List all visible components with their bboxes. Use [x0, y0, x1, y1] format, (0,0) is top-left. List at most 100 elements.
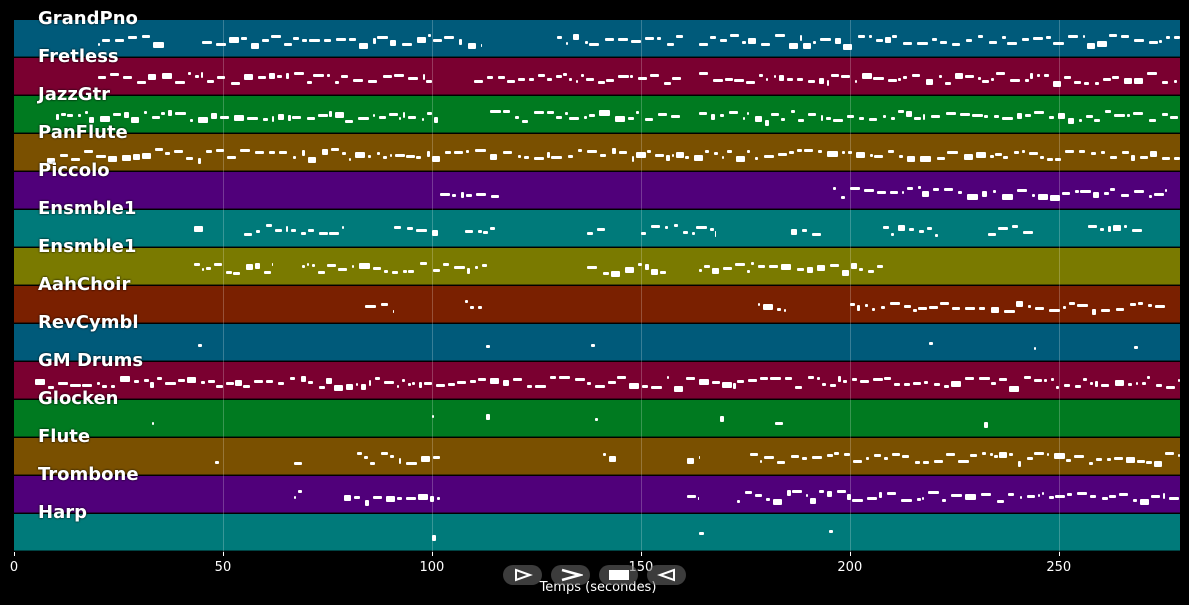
tick-label: 250: [1046, 560, 1072, 575]
note: [946, 111, 956, 115]
note: [201, 267, 205, 271]
tick-label: 200: [837, 560, 863, 575]
note: [255, 150, 264, 154]
note: [764, 154, 774, 158]
note: [841, 269, 849, 276]
piano-roll[interactable]: [14, 20, 1180, 552]
note: [486, 414, 491, 421]
note: [283, 43, 292, 47]
note: [843, 379, 848, 383]
note: [389, 455, 395, 459]
note: [254, 379, 264, 383]
note: [715, 231, 717, 238]
note: [981, 190, 988, 197]
note: [190, 119, 194, 123]
note: [755, 156, 759, 160]
note: [696, 225, 707, 229]
forward-button[interactable]: [551, 565, 590, 585]
note: [433, 38, 442, 42]
note: [317, 113, 328, 117]
note: [876, 264, 884, 268]
note: [890, 232, 894, 236]
note: [486, 344, 490, 348]
note: [47, 157, 55, 164]
note: [1063, 305, 1066, 309]
note: [265, 379, 273, 383]
note: [922, 460, 929, 464]
note: [988, 41, 997, 45]
note: [1169, 116, 1179, 120]
note: [925, 79, 934, 86]
note: [1114, 114, 1126, 118]
note: [1147, 376, 1151, 380]
note: [564, 111, 568, 115]
note: [141, 34, 151, 38]
note: [1004, 309, 1015, 313]
note: [270, 34, 281, 38]
play-alt-button[interactable]: [503, 565, 542, 585]
note: [141, 153, 152, 160]
note: [812, 232, 821, 236]
note: [657, 37, 661, 41]
note: [470, 380, 477, 384]
note: [1153, 460, 1162, 467]
note: [1033, 379, 1043, 383]
note: [34, 379, 45, 386]
note: [777, 461, 786, 464]
note: [827, 151, 839, 158]
note: [1177, 379, 1180, 383]
note: [487, 75, 494, 79]
note: [907, 155, 916, 162]
note: [982, 80, 990, 84]
note: [964, 154, 974, 161]
note: [241, 36, 247, 40]
note: [759, 460, 762, 464]
note: [803, 43, 811, 50]
note: [535, 384, 546, 388]
note: [1165, 452, 1175, 456]
note: [599, 154, 607, 158]
note: [596, 228, 605, 232]
note: [773, 499, 783, 506]
note: [720, 113, 725, 117]
note: [636, 110, 640, 114]
note: [1075, 190, 1079, 194]
stop-button[interactable]: [599, 565, 638, 585]
note: [377, 36, 389, 40]
note: [453, 150, 463, 154]
note: [1046, 452, 1050, 456]
note: [529, 78, 534, 81]
note: [483, 230, 489, 234]
note: [595, 384, 605, 388]
note: [979, 376, 990, 380]
note: [226, 155, 237, 159]
note: [440, 192, 450, 196]
note: [353, 495, 361, 499]
note: [586, 232, 593, 236]
note: [1150, 494, 1161, 498]
track-row: [14, 58, 1180, 95]
note: [575, 80, 579, 84]
note: [1086, 114, 1094, 118]
note: [703, 265, 710, 269]
note: [850, 262, 857, 269]
note: [787, 78, 794, 82]
note: [364, 499, 369, 506]
note: [737, 499, 740, 503]
note: [992, 190, 997, 194]
note: [467, 43, 476, 50]
note: [365, 304, 376, 308]
rewind-button[interactable]: [647, 565, 686, 585]
tick-mark: [640, 552, 642, 556]
note: [1021, 150, 1025, 154]
note: [951, 42, 961, 46]
note: [265, 224, 273, 228]
note: [917, 42, 928, 45]
note: [394, 225, 402, 229]
track-label: Glocken: [38, 388, 119, 409]
note: [720, 415, 725, 422]
note: [1022, 230, 1034, 234]
note: [1063, 76, 1071, 80]
note: [606, 79, 615, 83]
note: [628, 117, 635, 121]
